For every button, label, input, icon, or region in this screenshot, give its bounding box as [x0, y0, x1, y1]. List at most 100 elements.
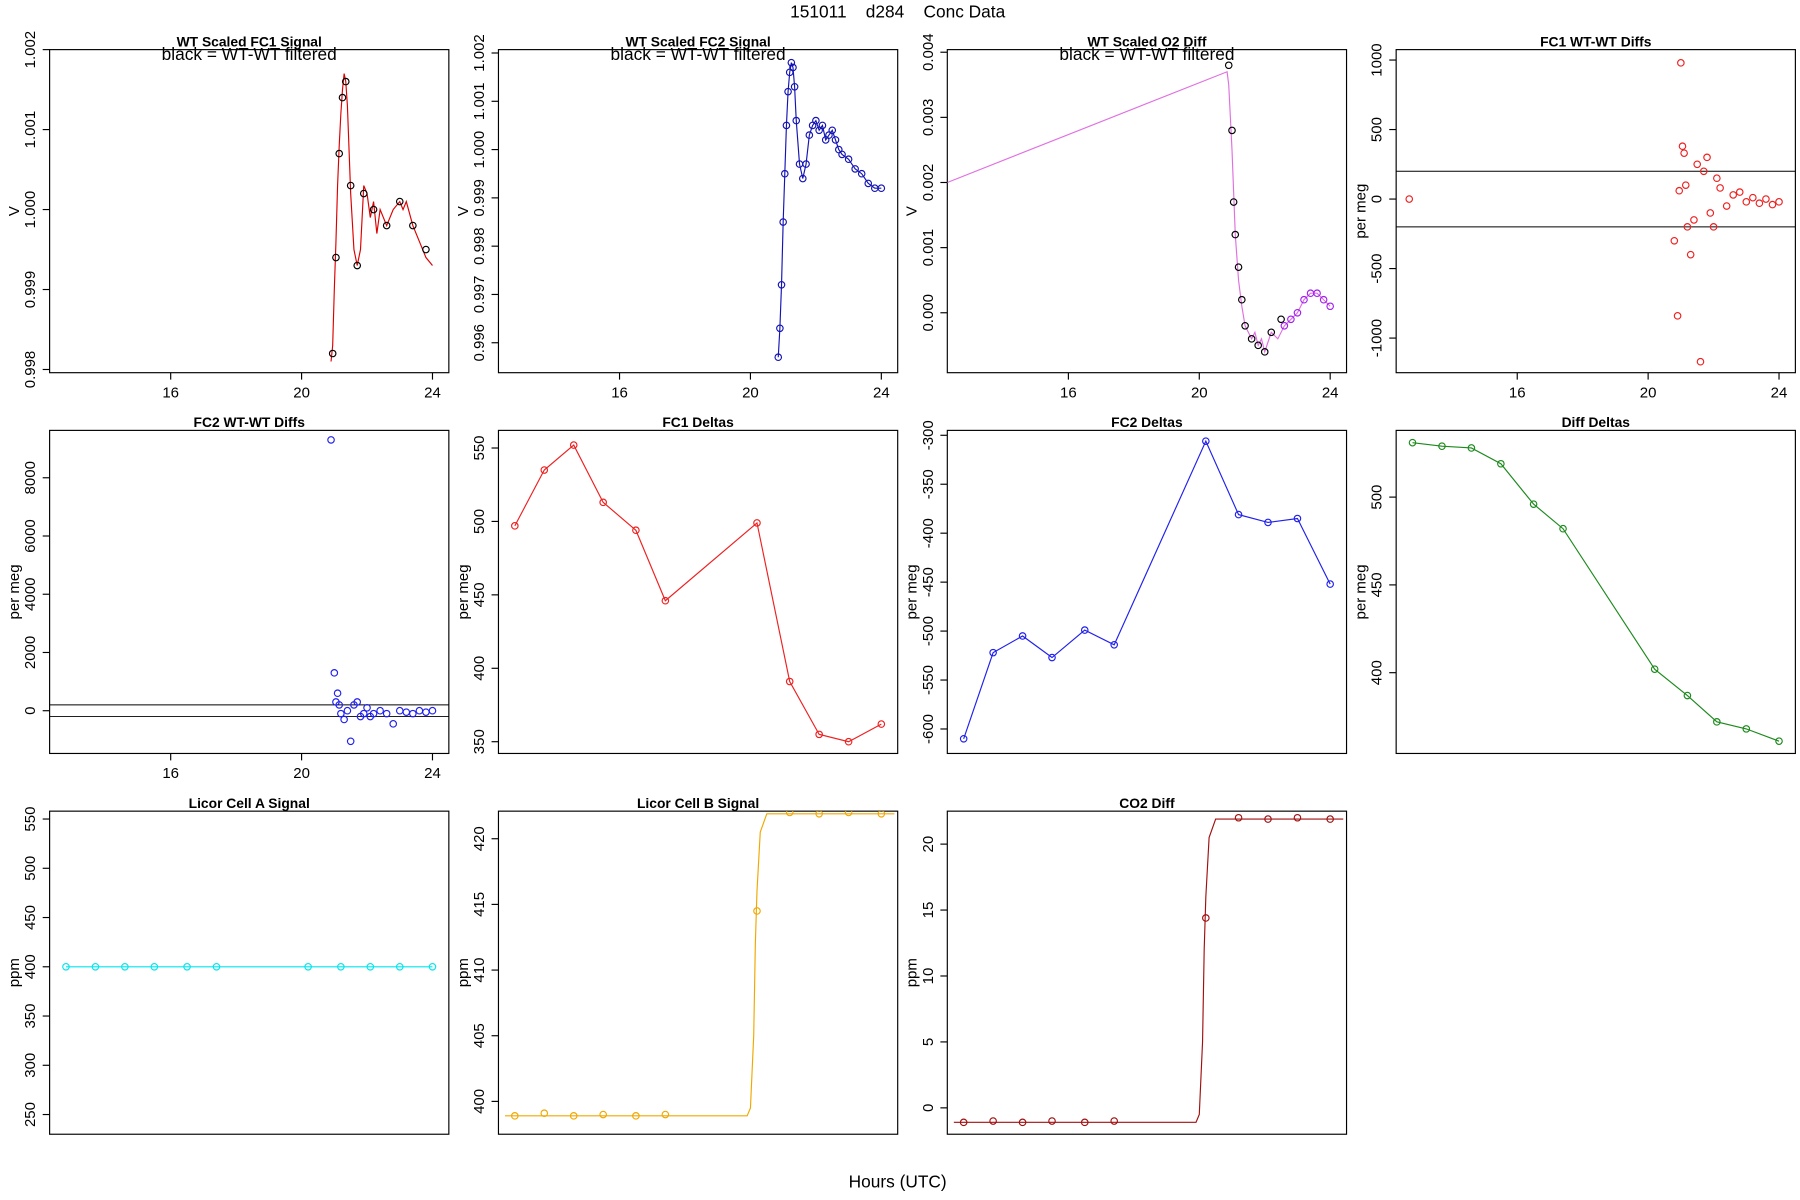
- x-tick-label: 16: [1060, 384, 1077, 401]
- data-point: [1280, 321, 1289, 330]
- data-point: [784, 87, 792, 96]
- x-tick-label: 24: [1771, 384, 1788, 401]
- data-point: [798, 174, 807, 183]
- data-point: [327, 436, 335, 444]
- data-point: [1680, 149, 1688, 157]
- annotation: black = WT-WT filtered: [611, 44, 786, 64]
- data-point: [1716, 184, 1724, 192]
- y-tick-label: 400: [471, 656, 488, 681]
- panel: Licor Cell B Signal ppm 400 405 410 415 420: [455, 795, 899, 1135]
- y-tick-label: 6000: [22, 519, 39, 552]
- data-point: [599, 498, 607, 507]
- data-point: [337, 962, 345, 971]
- y-tick-label: -1000: [1369, 319, 1386, 357]
- plot-frame: [1395, 49, 1796, 374]
- data-point: [1762, 195, 1770, 203]
- data-point: [366, 962, 375, 971]
- panel: FC1 WT-WT Diffs per meg -1000 -500 0 500 1000 1…: [1353, 33, 1796, 401]
- plot-area: [511, 441, 886, 746]
- data-point: [395, 706, 404, 715]
- panel-title: FC2 Deltas: [1111, 414, 1183, 430]
- data-point: [353, 698, 362, 706]
- plot-area: [49, 436, 449, 746]
- data-point: [1080, 1118, 1089, 1127]
- data-point: [511, 522, 519, 530]
- panel: CO2 Diff ppm 0 5 10 15 20: [904, 795, 1348, 1135]
- x-tick-label: 20: [1191, 384, 1208, 401]
- y-tick-label: 15: [920, 902, 937, 919]
- data-point: [212, 962, 221, 971]
- series-line: [953, 818, 1344, 1123]
- data-point: [569, 1112, 578, 1120]
- y-tick-label: 450: [22, 905, 39, 930]
- data-point: [328, 349, 337, 358]
- data-point: [1755, 199, 1764, 208]
- data-point: [330, 669, 339, 677]
- y-axis-label: per meg: [904, 564, 921, 619]
- y-tick-label: 1.002: [471, 34, 488, 72]
- data-point: [1228, 126, 1236, 135]
- data-point: [340, 715, 348, 724]
- y-tick-label: 400: [471, 1089, 488, 1114]
- data-point: [1729, 191, 1738, 199]
- y-axis-label: V: [6, 206, 23, 216]
- data-point: [1405, 195, 1414, 203]
- data-point: [959, 734, 968, 743]
- y-tick-label: 1000: [1369, 43, 1386, 76]
- y-tick-label: 0.000: [920, 294, 937, 332]
- y-tick-label: 8000: [22, 461, 39, 494]
- data-point: [1529, 500, 1538, 508]
- data-point: [1238, 295, 1246, 304]
- data-point: [789, 63, 797, 72]
- data-point: [1234, 813, 1243, 822]
- plot-area: [774, 58, 886, 362]
- data-point: [844, 737, 853, 746]
- y-tick-label: 10: [920, 968, 937, 985]
- data-point: [338, 93, 347, 102]
- plot-area: [505, 811, 895, 1120]
- data-point: [382, 709, 391, 718]
- data-point: [1247, 335, 1256, 343]
- data-point: [1048, 1117, 1056, 1125]
- data-point: [1675, 186, 1684, 195]
- y-tick-label: 0.004: [920, 33, 937, 71]
- data-point: [599, 1110, 607, 1119]
- data-point: [1467, 444, 1476, 452]
- data-point: [1713, 174, 1721, 183]
- data-point: [815, 730, 823, 739]
- panel-title: FC2 WT-WT Diffs: [194, 414, 306, 430]
- x-tick-label: 16: [162, 384, 179, 401]
- data-point: [1775, 737, 1783, 745]
- panel-title: Licor Cell B Signal: [637, 795, 759, 811]
- y-tick-label: 20: [920, 836, 937, 853]
- y-tick-label: 0.996: [471, 324, 488, 362]
- panel-title: FC1 Deltas: [662, 414, 734, 430]
- data-point: [150, 962, 159, 971]
- data-point: [1231, 230, 1240, 239]
- y-tick-label: 350: [471, 729, 488, 754]
- data-point: [787, 58, 796, 67]
- data-point: [183, 962, 191, 971]
- panel: FC2 Deltas per meg -600 -550 -500 -450 -400 -35…: [904, 414, 1348, 755]
- data-point: [1229, 198, 1238, 206]
- data-point: [91, 962, 100, 971]
- y-tick-label: 0.999: [22, 271, 39, 309]
- y-tick-label: -450: [920, 567, 937, 597]
- data-point: [540, 1109, 549, 1118]
- plot-area: [959, 437, 1334, 743]
- y-tick-label: -350: [920, 469, 937, 499]
- data-point: [1559, 524, 1567, 533]
- plot-frame: [1395, 429, 1796, 755]
- plot-frame: [946, 49, 1348, 374]
- data-point: [369, 709, 378, 718]
- data-point: [1264, 518, 1272, 527]
- data-point: [661, 1110, 670, 1119]
- data-point: [1277, 315, 1285, 324]
- y-tick-label: 1.000: [471, 131, 488, 169]
- y-axis-label: V: [455, 206, 472, 216]
- data-point: [1234, 510, 1243, 519]
- data-point: [304, 962, 312, 971]
- plot-area: [1408, 438, 1783, 745]
- y-axis-label: ppm: [904, 958, 921, 987]
